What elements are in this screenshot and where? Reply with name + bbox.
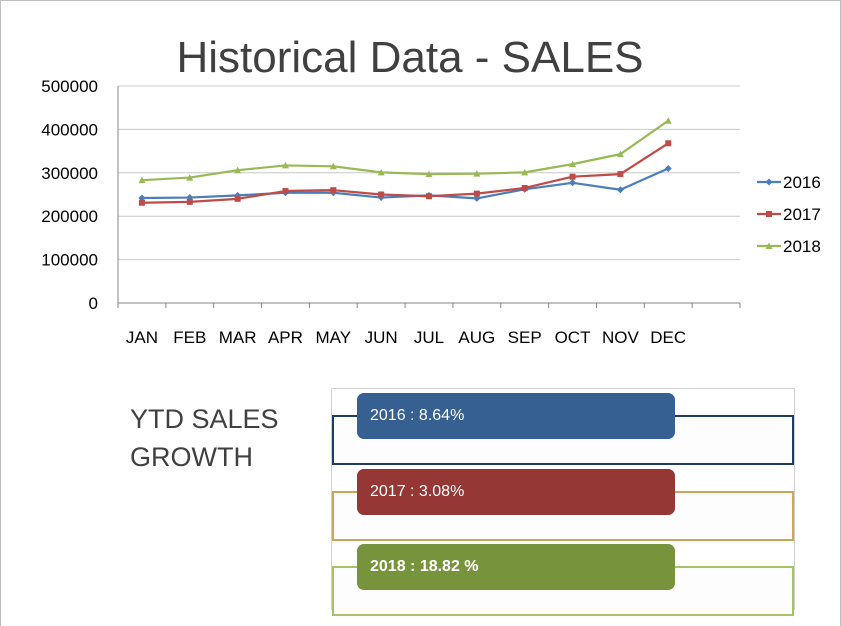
data-point (569, 160, 577, 168)
x-tick-label: MAY (316, 328, 352, 347)
sales-line-chart: Historical Data - SALES 0 100000 200000 300… (41, 33, 821, 347)
x-tick-label: MAR (219, 328, 257, 347)
data-point (521, 184, 528, 191)
x-tick-label: APR (268, 328, 303, 347)
growth-pill-2018: 2018 : 18.82 % (357, 544, 675, 590)
data-point (426, 193, 432, 200)
data-point (473, 194, 481, 202)
frame-left-border (0, 0, 1, 626)
growth-pill-2017: 2017 : 3.08% (357, 469, 675, 515)
data-point (186, 174, 194, 181)
data-point (665, 140, 672, 147)
x-tick-label: AUG (458, 328, 495, 347)
x-tick-label: SEP (508, 328, 542, 347)
data-point (234, 195, 241, 202)
y-tick-label: 200000 (41, 207, 98, 226)
data-point (765, 178, 773, 186)
data-point (664, 117, 672, 124)
y-tick-label: 400000 (41, 120, 98, 139)
data-point (234, 166, 242, 174)
legend-item-2016: 2016 (757, 173, 821, 192)
data-point (473, 190, 480, 197)
legend-item-2017: 2017 (757, 205, 821, 224)
ytd-sales-growth-label: YTD SALES GROWTH (130, 400, 330, 476)
data-point (521, 168, 529, 176)
frame-top-border (0, 0, 841, 1)
y-tick-label: 0 (89, 294, 98, 313)
data-point (186, 198, 193, 205)
data-point (765, 242, 773, 249)
series-2017 (138, 140, 672, 206)
y-tick-label: 100000 (41, 251, 98, 270)
data-point (616, 186, 624, 194)
legend-item-2018: 2018 (757, 237, 821, 256)
data-point (766, 211, 772, 217)
legend-label: 2017 (783, 205, 821, 224)
data-point (616, 150, 624, 158)
ytd-label-line2: GROWTH (130, 442, 253, 472)
data-point (377, 168, 385, 176)
series-line-2017 (141, 142, 669, 204)
ytd-label-line1: YTD SALES (130, 404, 279, 434)
data-point (569, 179, 577, 187)
series-line-2018 (141, 119, 669, 182)
x-tick-label: JUL (414, 328, 444, 347)
x-tick-label: FEB (173, 328, 206, 347)
legend-label: 2018 (783, 237, 821, 256)
data-point (378, 191, 385, 198)
series-2018 (138, 117, 672, 184)
y-tick-label: 300000 (41, 164, 98, 183)
data-point (664, 164, 672, 172)
data-point (425, 170, 433, 178)
growth-pill-2016: 2016 : 8.64% (357, 393, 675, 439)
y-tick-label: 500000 (41, 77, 98, 96)
x-tick-label: DEC (650, 328, 686, 347)
x-tick-label: JUN (365, 328, 398, 347)
data-point (617, 171, 624, 178)
x-tick-label: NOV (602, 328, 640, 347)
ytd-growth-panel: 2016 : 8.64% 2017 : 3.08% 2018 : 18.82 % (331, 388, 795, 616)
data-point (473, 170, 481, 177)
data-point (138, 194, 146, 202)
data-point (330, 187, 337, 194)
chart-title: Historical Data - SALES (176, 33, 643, 82)
data-point (329, 162, 337, 170)
data-point (138, 176, 146, 184)
data-point (569, 173, 576, 180)
data-point (281, 161, 289, 169)
x-tick-label: JAN (126, 328, 158, 347)
x-tick-label: OCT (555, 328, 591, 347)
data-point (282, 188, 289, 195)
data-point (138, 199, 145, 206)
legend-label: 2016 (783, 173, 821, 192)
